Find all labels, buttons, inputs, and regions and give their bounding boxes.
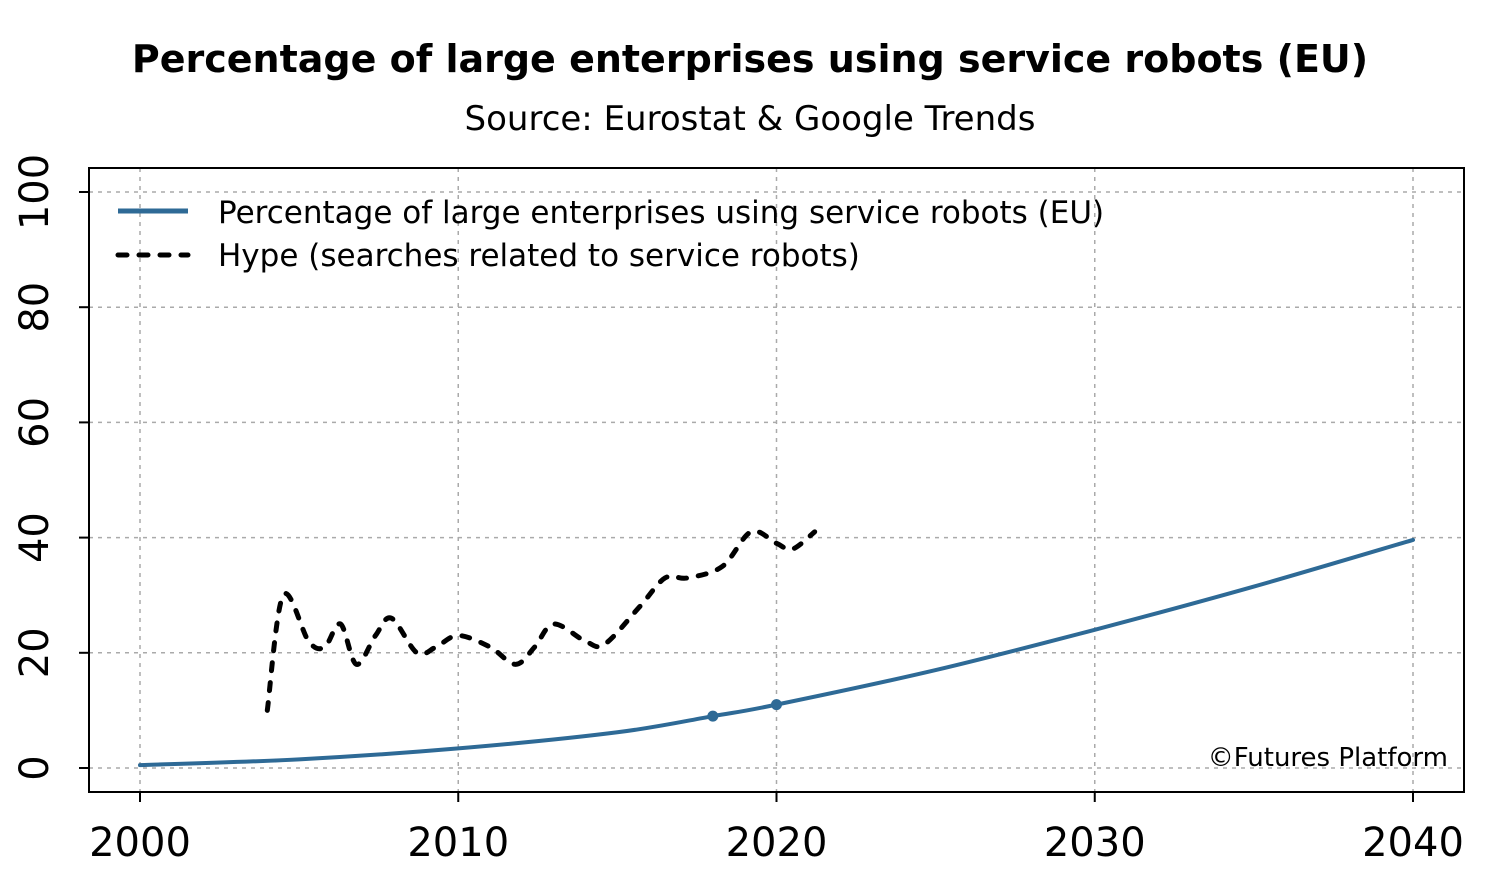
data-point <box>707 710 719 722</box>
x-tick-label: 2010 <box>407 820 509 866</box>
y-tick-label: 20 <box>12 627 58 678</box>
credit-text: ©Futures Platform <box>1208 743 1448 773</box>
y-axis: 0 20 40 60 80 100 <box>12 154 89 781</box>
hype-line <box>264 528 818 713</box>
x-tick-label: 2020 <box>726 820 828 866</box>
x-tick-label: 2040 <box>1362 820 1464 866</box>
adoption-line <box>138 537 1415 768</box>
y-tick-label: 80 <box>12 282 58 333</box>
x-tick-label: 2030 <box>1044 820 1146 866</box>
data-point <box>771 699 782 711</box>
y-tick-label: 60 <box>12 397 58 448</box>
series <box>138 528 1415 768</box>
x-tick-label: 2000 <box>89 820 191 866</box>
grid <box>89 168 1464 792</box>
chart-title: Percentage of large enterprises using se… <box>132 37 1368 81</box>
legend-label-adoption: Percentage of large enterprises using se… <box>218 195 1104 231</box>
y-tick-label: 40 <box>12 512 58 563</box>
chart-subtitle: Source: Eurostat & Google Trends <box>465 99 1036 139</box>
legend-label-hype: Hype (searches related to service robots… <box>218 238 860 274</box>
x-axis: 2000 2010 2020 2030 2040 <box>89 792 1464 866</box>
y-tick-label: 100 <box>12 154 58 230</box>
legend: Percentage of large enterprises using se… <box>115 195 1104 274</box>
y-tick-label: 0 <box>12 755 58 780</box>
